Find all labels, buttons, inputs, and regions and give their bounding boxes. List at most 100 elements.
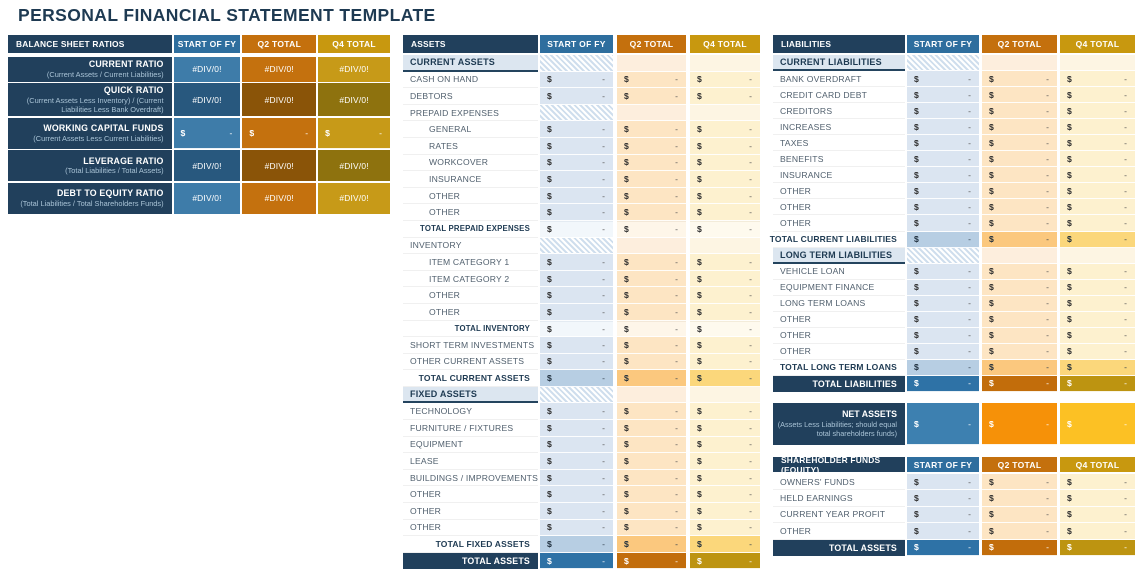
money-cell[interactable]: $ - — [982, 343, 1057, 360]
money-cell[interactable]: $ - — [982, 490, 1057, 507]
money-cell[interactable]: $ - — [982, 199, 1057, 216]
money-cell[interactable]: $ - — [540, 486, 613, 504]
money-cell[interactable]: $ - — [690, 71, 760, 89]
money-cell[interactable]: $ - — [1060, 523, 1135, 540]
ratio-value-cell[interactable]: #DIV/0! — [318, 182, 390, 214]
money-cell[interactable]: $ - — [907, 359, 979, 376]
money-cell[interactable]: $ - — [617, 337, 686, 354]
money-cell[interactable]: $ - — [982, 359, 1057, 376]
money-cell[interactable]: $ - — [617, 187, 686, 205]
money-cell[interactable]: $ - — [540, 320, 613, 338]
money-cell[interactable]: $ - — [1060, 279, 1135, 296]
money-cell[interactable]: $ - — [1060, 295, 1135, 312]
money-cell[interactable]: $ - — [690, 187, 760, 205]
ratio-value-cell[interactable]: #DIV/0! — [242, 150, 317, 181]
ratio-value-cell[interactable]: #DIV/0! — [173, 83, 241, 116]
money-cell[interactable]: $ - — [907, 311, 979, 328]
ratio-value-cell[interactable]: #DIV/0! — [173, 182, 241, 214]
money-cell[interactable]: $ - — [690, 420, 760, 437]
money-cell[interactable]: $ - — [1060, 87, 1135, 104]
money-cell[interactable]: $ - — [907, 343, 979, 360]
money-cell[interactable]: $ - — [982, 167, 1057, 184]
money-cell[interactable]: $ - — [617, 171, 686, 188]
money-cell[interactable]: $ - — [907, 295, 979, 312]
money-cell[interactable]: $ - — [907, 119, 979, 136]
money-cell[interactable]: $ - — [907, 375, 979, 392]
money-cell[interactable]: $ - — [690, 436, 760, 454]
money-cell[interactable]: $ - — [1060, 151, 1135, 168]
money-cell[interactable]: $ - — [617, 137, 686, 155]
money-cell[interactable]: $ - — [1060, 119, 1135, 136]
money-cell[interactable]: $ - — [617, 270, 686, 288]
money-cell[interactable]: $ - — [617, 303, 686, 321]
money-cell[interactable]: $ - — [982, 231, 1057, 248]
money-cell[interactable]: $ - — [690, 121, 760, 138]
money-cell[interactable]: $ - — [1060, 263, 1135, 280]
money-cell[interactable]: $ - — [617, 403, 686, 421]
money-cell[interactable]: $ - — [982, 506, 1057, 524]
money-cell[interactable]: $ - — [690, 171, 760, 188]
ratio-value-cell[interactable]: #DIV/0! — [318, 83, 390, 116]
money-cell[interactable]: $ - — [1060, 539, 1135, 556]
money-cell[interactable]: $ - — [540, 254, 613, 271]
money-cell[interactable]: $ - — [540, 187, 613, 205]
money-cell[interactable]: $ - — [1060, 311, 1135, 328]
ratio-money-cell[interactable]: $ - — [173, 117, 241, 149]
money-cell[interactable]: $ - — [690, 137, 760, 155]
money-cell[interactable]: $ - — [690, 337, 760, 354]
money-cell[interactable]: $ - — [617, 71, 686, 89]
money-cell[interactable]: $ - — [690, 287, 760, 304]
money-cell[interactable]: $ - — [982, 135, 1057, 152]
money-cell[interactable]: $ - — [690, 503, 760, 520]
money-cell[interactable]: $ - — [907, 506, 979, 524]
money-cell[interactable]: $ - — [540, 552, 613, 570]
money-cell[interactable]: $ - — [690, 536, 760, 553]
money-cell[interactable]: $ - — [907, 199, 979, 216]
money-cell[interactable]: $ - — [1060, 183, 1135, 200]
money-cell[interactable]: $ - — [907, 183, 979, 200]
money-cell[interactable]: $ - — [617, 154, 686, 172]
money-cell[interactable]: $ - — [540, 519, 613, 537]
money-cell[interactable]: $ - — [982, 327, 1057, 344]
money-cell[interactable]: $ - — [617, 204, 686, 221]
money-cell[interactable]: $ - — [617, 370, 686, 387]
money-cell[interactable]: $ - — [540, 71, 613, 89]
money-cell[interactable]: $ - — [690, 486, 760, 504]
money-cell[interactable]: $ - — [540, 353, 613, 371]
net-assets-q2-cell[interactable]: $ - — [982, 403, 1057, 445]
money-cell[interactable]: $ - — [540, 536, 613, 553]
ratio-value-cell[interactable]: #DIV/0! — [173, 56, 241, 82]
money-cell[interactable]: $ - — [540, 420, 613, 437]
money-cell[interactable]: $ - — [1060, 167, 1135, 184]
net-assets-start-of-fy-cell[interactable]: $ - — [907, 403, 979, 445]
money-cell[interactable]: $ - — [617, 420, 686, 437]
ratio-value-cell[interactable]: #DIV/0! — [242, 182, 317, 214]
money-cell[interactable]: $ - — [540, 137, 613, 155]
money-cell[interactable]: $ - — [1060, 474, 1135, 491]
money-cell[interactable]: $ - — [907, 167, 979, 184]
money-cell[interactable]: $ - — [907, 151, 979, 168]
money-cell[interactable]: $ - — [1060, 135, 1135, 152]
money-cell[interactable]: $ - — [690, 552, 760, 570]
money-cell[interactable]: $ - — [540, 303, 613, 321]
money-cell[interactable]: $ - — [1060, 343, 1135, 360]
money-cell[interactable]: $ - — [690, 453, 760, 470]
money-cell[interactable]: $ - — [907, 231, 979, 248]
money-cell[interactable]: $ - — [690, 154, 760, 172]
money-cell[interactable]: $ - — [982, 474, 1057, 491]
money-cell[interactable]: $ - — [690, 353, 760, 371]
money-cell[interactable]: $ - — [982, 311, 1057, 328]
money-cell[interactable]: $ - — [540, 469, 613, 487]
money-cell[interactable]: $ - — [1060, 506, 1135, 524]
money-cell[interactable]: $ - — [540, 403, 613, 421]
ratio-money-cell[interactable]: $ - — [318, 117, 390, 149]
money-cell[interactable]: $ - — [617, 220, 686, 238]
money-cell[interactable]: $ - — [907, 71, 979, 88]
money-cell[interactable]: $ - — [1060, 215, 1135, 232]
ratio-money-cell[interactable]: $ - — [242, 117, 317, 149]
money-cell[interactable]: $ - — [1060, 199, 1135, 216]
money-cell[interactable]: $ - — [690, 303, 760, 321]
money-cell[interactable]: $ - — [617, 519, 686, 537]
money-cell[interactable]: $ - — [540, 220, 613, 238]
ratio-value-cell[interactable]: #DIV/0! — [242, 56, 317, 82]
